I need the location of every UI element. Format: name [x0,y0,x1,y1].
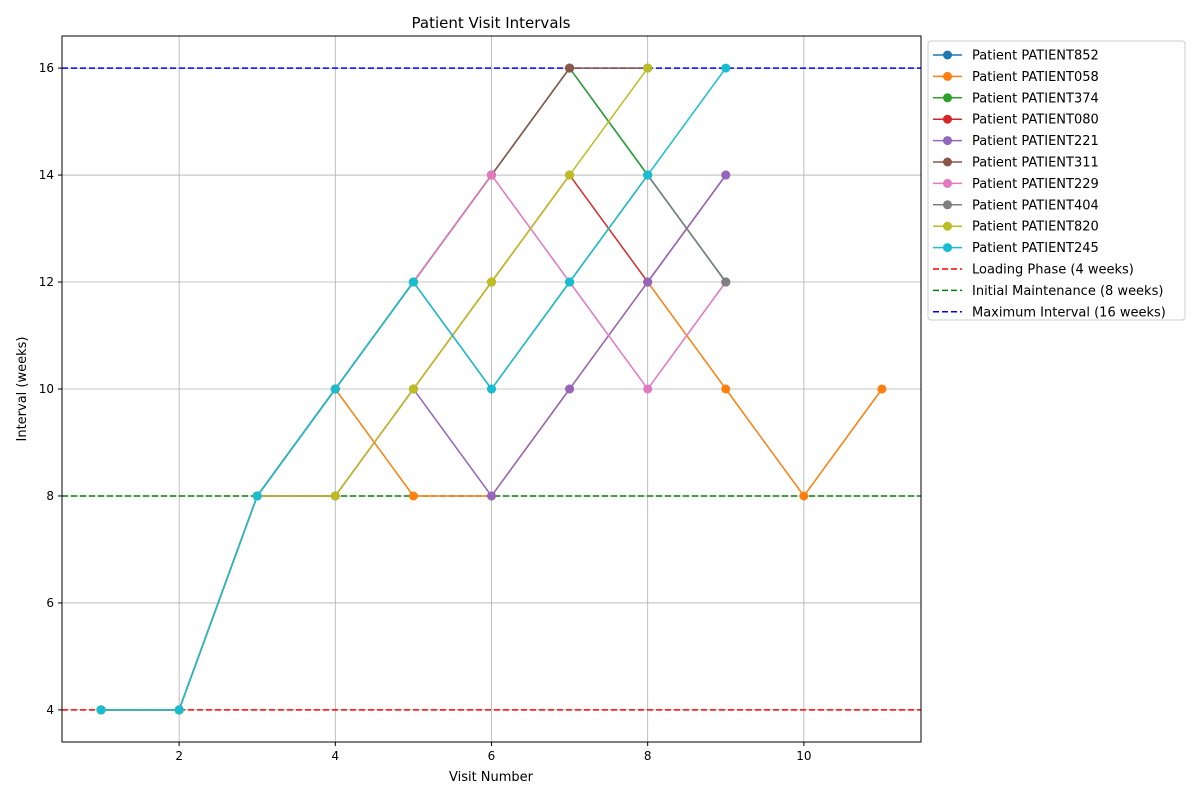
legend-label: Patient PATIENT080 [972,113,1099,128]
data-point [487,384,496,394]
data-point [330,491,340,501]
data-point [565,277,575,287]
y-tick-label: 14 [39,168,54,182]
data-point [643,170,653,180]
data-point [721,384,731,394]
data-point [408,277,418,287]
x-tick-label: 2 [175,749,183,763]
y-tick-label: 12 [39,275,54,289]
legend-label: Patient PATIENT820 [972,220,1099,235]
legend-label: Patient PATIENT374 [972,91,1099,106]
legend-label: Maximum Interval (16 weeks) [972,305,1166,320]
data-point [96,705,106,715]
legend-item: Patient PATIENT404 [933,198,1099,213]
x-tick-label: 4 [331,749,339,763]
legend-marker [943,178,952,188]
x-tick-label: 8 [644,749,652,763]
data-point [643,63,653,73]
y-tick-label: 10 [39,382,54,396]
legend-marker [943,93,952,103]
legend-label: Patient PATIENT311 [972,156,1099,171]
y-tick-label: 8 [46,489,54,503]
legend-item: Patient PATIENT229 [933,177,1099,192]
legend-marker [943,136,952,146]
legend-marker [943,157,952,167]
x-tick-label: 10 [796,749,811,763]
data-point [721,170,731,180]
x-axis-label: Visit Number [449,770,534,785]
data-point [174,705,184,715]
series-line [101,173,727,711]
legend-label: Loading Phase (4 weeks) [972,263,1134,278]
legend-marker [943,50,952,60]
y-axis-label: Interval (weeks) [15,337,30,442]
data-point [565,170,575,180]
legend-item: Patient PATIENT221 [933,134,1099,149]
legend-label: Patient PATIENT058 [972,70,1099,85]
y-axis-ticks: 4 6 8 10 12 14 16 [39,61,62,717]
series-line [101,173,727,711]
data-point [252,491,262,501]
legend-item: Patient PATIENT058 [933,70,1099,85]
legend-item: Maximum Interval (16 weeks) [933,305,1166,320]
legend-item: Loading Phase (4 weeks) [933,263,1134,278]
series-4 [96,170,731,715]
legend-item: Patient PATIENT374 [933,91,1099,106]
legend-item: Patient PATIENT852 [933,49,1099,64]
data-point [487,170,496,180]
series-9 [96,63,731,715]
y-tick-label: 6 [46,596,54,610]
legend-marker [943,243,952,253]
legend-label: Patient PATIENT404 [972,198,1099,213]
legend-label: Patient PATIENT245 [972,241,1099,256]
legend-marker [943,221,952,231]
series-3 [96,170,731,715]
series-6 [96,170,731,715]
series-line [101,173,727,711]
data-point [643,384,653,394]
legend-label: Initial Maintenance (8 weeks) [972,284,1163,299]
reference-lines [62,67,921,711]
legend-label: Patient PATIENT221 [972,134,1099,149]
y-tick-label: 4 [46,703,54,717]
legend-marker [943,71,952,81]
legend-item: Patient PATIENT080 [933,113,1099,128]
y-tick-label: 16 [39,61,54,75]
data-point [721,63,731,73]
legend: Patient PATIENT852 Patient PATIENT058 Pati… [927,40,1186,321]
data-point [487,277,496,287]
legend-label: Patient PATIENT852 [972,49,1099,64]
data-point [565,63,575,73]
data-point [408,491,418,501]
data-point [487,491,496,501]
legend-marker [943,200,952,210]
x-axis-ticks: 2 4 6 8 10 [175,742,812,763]
data-point [330,384,340,394]
legend-item: Patient PATIENT311 [933,156,1099,171]
legend-item: Patient PATIENT820 [933,220,1099,235]
legend-marker [943,114,952,124]
data-point [565,384,575,394]
data-point [799,491,809,501]
x-tick-label: 6 [488,749,496,763]
legend-item: Patient PATIENT245 [933,241,1099,256]
series-line [101,174,727,711]
data-point [643,277,653,287]
legend-box [927,40,1186,321]
legend-label: Patient PATIENT229 [972,177,1099,192]
data-point [877,384,887,394]
data-point [408,384,418,394]
series-7 [96,170,731,715]
legend-item: Initial Maintenance (8 weeks) [933,284,1163,299]
chart-title: Patient Visit Intervals [412,14,571,32]
series-lines [96,63,887,715]
data-point [721,277,731,287]
